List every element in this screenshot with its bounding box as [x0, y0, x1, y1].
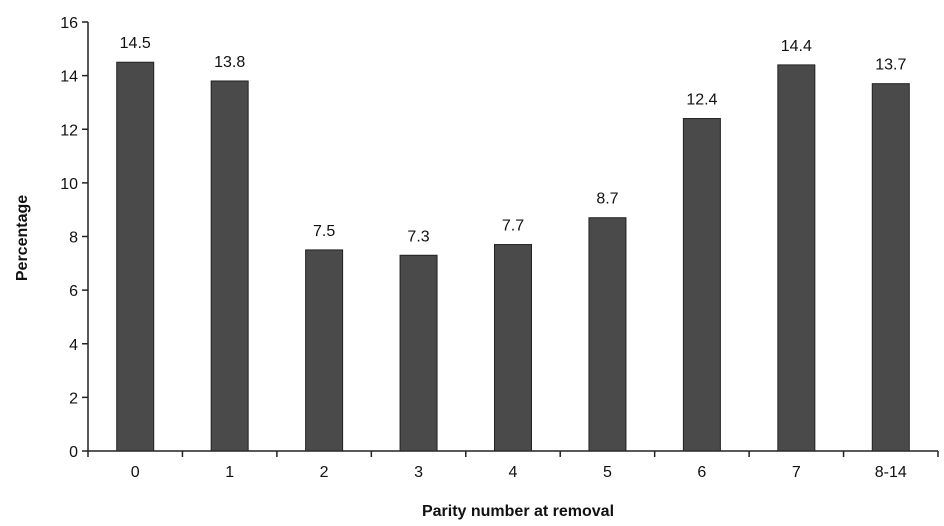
data-label: 14.4	[781, 38, 812, 55]
bar-5	[588, 217, 627, 452]
y-tick-label: 4	[69, 337, 78, 354]
x-tick-label: 1	[225, 464, 234, 481]
y-tick-label: 10	[60, 176, 78, 193]
x-tick-label: 3	[414, 464, 423, 481]
data-label: 7.7	[502, 218, 524, 235]
x-tick-label: 5	[603, 464, 612, 481]
y-tick-label: 12	[60, 122, 78, 139]
data-label: 14.5	[120, 35, 151, 52]
y-tick-label: 0	[69, 444, 78, 461]
data-label: 8.7	[596, 191, 618, 208]
x-tick-label: 7	[792, 464, 801, 481]
bar-8-14	[871, 83, 910, 452]
x-tick-label: 8-14	[875, 464, 907, 481]
x-axis-title: Parity number at removal	[422, 503, 614, 520]
data-label: 12.4	[686, 92, 717, 109]
y-tick-label: 2	[69, 390, 78, 407]
y-ticks: 0 2 4 6 8 10 12 14 16	[60, 15, 88, 461]
y-axis-title: Percentage	[14, 195, 31, 281]
y-tick-label: 6	[69, 283, 78, 300]
bar-3	[399, 254, 438, 452]
data-label: 13.8	[214, 54, 245, 71]
y-tick-label: 16	[60, 15, 78, 32]
data-label: 7.3	[407, 228, 429, 245]
bar-1	[210, 80, 249, 452]
bar-4	[494, 244, 532, 452]
bars	[116, 61, 910, 452]
x-axis: 0 1 2 3 4 5 6 7 8-14	[87, 450, 939, 481]
x-tick-label: 2	[320, 464, 329, 481]
bar-2	[305, 249, 344, 452]
x-tick-label: 0	[131, 464, 140, 481]
x-tick-label: 6	[697, 464, 706, 481]
y-tick-label: 8	[69, 230, 78, 247]
data-label: 7.5	[313, 223, 335, 240]
bar-6	[682, 118, 721, 452]
y-axis: 0 2 4 6 8 10 12 14 16	[60, 15, 89, 461]
x-ticks: 0 1 2 3 4 5 6 7 8-14	[87, 451, 939, 481]
x-tick-label: 4	[509, 464, 518, 481]
bar-0	[116, 61, 155, 452]
bar-7	[777, 64, 816, 452]
data-labels: 14.5 13.8 7.5 7.3 7.7 8.7 12.4 14.4 13.7	[120, 35, 907, 245]
data-label: 13.7	[875, 57, 906, 74]
y-tick-label: 14	[60, 69, 78, 86]
